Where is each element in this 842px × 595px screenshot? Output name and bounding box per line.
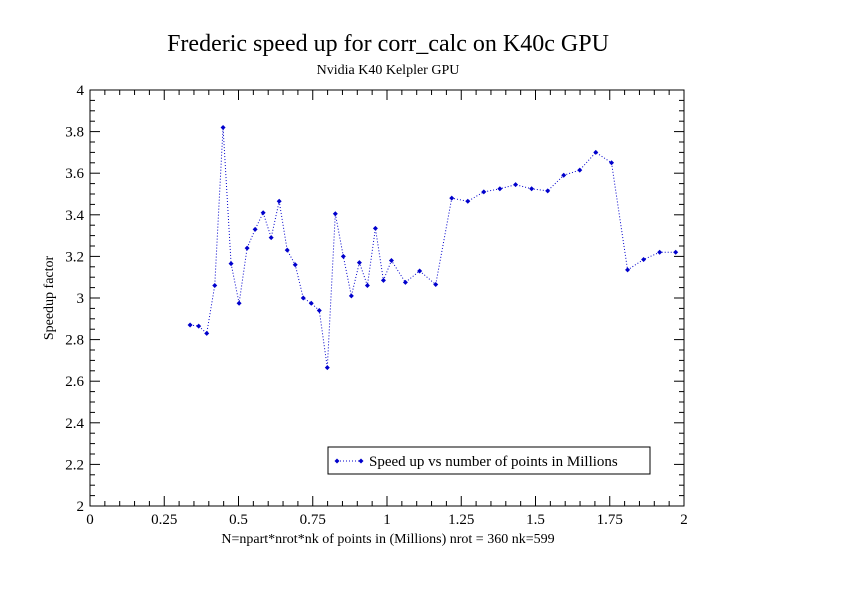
data-point [292,262,298,268]
data-point [212,283,218,289]
legend: Speed up vs number of points in Millions [327,446,651,475]
data-point [402,279,408,285]
data-point [673,249,679,255]
data-point [244,245,250,251]
y-tick-label: 4 [77,83,85,99]
data-point [252,226,258,232]
data-point [332,211,338,217]
y-tick-label: 2.2 [65,457,84,473]
legend-box [327,446,651,475]
data-point [625,267,631,273]
data-point [340,253,346,259]
axes: 0 0.25 0.5 0.75 1 1.25 1.5 1.75 2 2 2.2 2.4 2.6 2.8 3 3… [65,83,688,528]
data-point [228,261,234,267]
legend-marker-left [334,458,340,464]
data-point [380,277,386,283]
legend-label: Speed up vs number of points in Millions [369,454,618,470]
data-point [236,300,242,306]
x-tick-label: 0.75 [300,512,326,528]
data-point [609,160,615,166]
data-point [196,323,202,329]
data-point [220,124,226,130]
data-point [284,247,290,253]
y-tick-label: 2.4 [65,416,84,432]
x-tick-label: 1.75 [597,512,623,528]
plot-area [187,124,679,371]
data-point [260,210,266,216]
data-point [449,195,455,201]
chart-title: Frederic speed up for corr_calc on K40c … [167,31,609,57]
x-tick-label: 0 [86,512,94,528]
series-line [190,127,676,368]
data-point [593,149,599,155]
y-tick-label: 2.8 [65,333,84,349]
data-point [545,188,551,194]
x-tick-label: 1.25 [448,512,474,528]
y-tick-label: 3 [77,291,85,307]
data-point [465,198,471,204]
data-point [372,225,378,231]
data-point [276,198,282,204]
data-point [641,257,647,263]
x-tick-label: 1.5 [526,512,545,528]
data-point [433,281,439,287]
data-point [204,330,210,336]
data-point [388,258,394,264]
data-point [364,283,370,289]
y-tick-label: 3.8 [65,125,84,141]
x-tick-label: 1 [383,512,391,528]
data-point [308,300,314,306]
data-point [481,189,487,195]
data-point [417,268,423,274]
x-tick-label: 2 [680,512,688,528]
x-tick-label: 0.5 [229,512,248,528]
data-point [657,249,663,255]
data-point [577,167,583,173]
data-point [300,295,306,301]
data-point [529,186,535,192]
data-point [268,235,274,241]
y-tick-label: 3.2 [65,249,84,265]
y-axis-label: Speedup factor [42,255,57,340]
x-axis-label: N=npart*nrot*nk of points in (Millions) … [221,532,554,547]
legend-marker-right [358,458,364,464]
data-point [497,186,503,192]
data-point [356,260,362,266]
y-tick-label: 3.4 [65,208,84,224]
data-point [348,293,354,299]
x-tick-label: 0.25 [151,512,177,528]
y-tick-label: 2 [77,499,85,515]
data-point [316,307,322,313]
data-point [187,322,193,328]
data-point [324,365,330,371]
y-tick-label: 3.6 [65,166,84,182]
chart-subtitle: Nvidia K40 Kelpler GPU [317,63,460,78]
y-tick-label: 2.6 [65,374,84,390]
data-point [561,172,567,178]
data-point [513,182,519,188]
